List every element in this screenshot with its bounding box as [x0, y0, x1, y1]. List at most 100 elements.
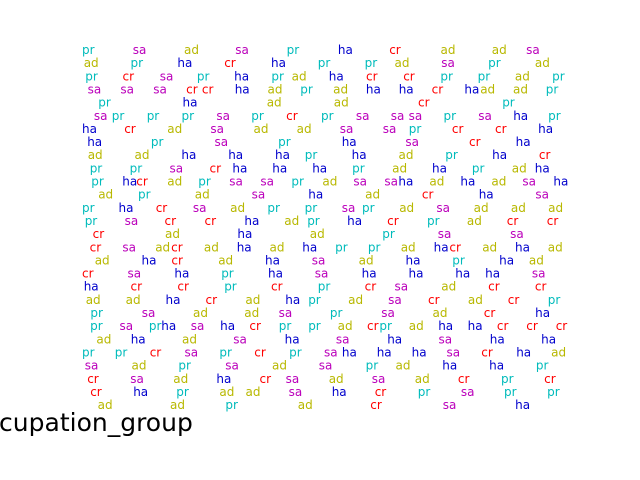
data-point-pr: pr — [178, 359, 191, 373]
data-point-cr: cr — [82, 267, 94, 281]
data-point-cr: cr — [507, 214, 519, 228]
data-point-cr: cr — [495, 122, 507, 136]
data-point-cr: cr — [165, 214, 177, 228]
data-point-pr: pr — [409, 122, 422, 136]
data-point-ad: ad — [184, 43, 199, 57]
data-point-ha: ha — [285, 332, 300, 346]
data-point-sa: sa — [160, 69, 174, 83]
data-point-pr: pr — [444, 109, 457, 123]
data-point-ad: ad — [292, 69, 307, 83]
data-point-sa: sa — [312, 253, 326, 267]
data-point-ad: ad — [322, 175, 337, 189]
data-point-ad: ad — [429, 175, 444, 189]
data-point-pr: pr — [318, 56, 331, 70]
data-point-ad: ad — [182, 332, 197, 346]
data-point-ha: ha — [347, 214, 362, 228]
data-point-pr: pr — [291, 175, 304, 189]
data-point-pr: pr — [548, 293, 561, 307]
data-point-ad: ad — [468, 293, 483, 307]
data-point-ad: ad — [267, 96, 282, 110]
data-point-ha: ha — [131, 332, 146, 346]
data-point-cr: cr — [124, 122, 136, 136]
data-point-cr: cr — [452, 122, 464, 136]
data-point-pr: pr — [440, 69, 453, 83]
data-point-ad: ad — [135, 148, 150, 162]
data-point-cr: cr — [539, 148, 551, 162]
data-point-sa: sa — [319, 359, 333, 373]
data-point-cr: cr — [526, 319, 538, 333]
data-point-cr: cr — [87, 372, 99, 386]
data-point-ha: ha — [237, 227, 252, 241]
data-point-ha: ha — [513, 109, 528, 123]
data-point-ha: ha — [377, 345, 392, 359]
data-point-ha: ha — [342, 135, 357, 149]
data-point-pr: pr — [182, 109, 195, 123]
data-point-pr: pr — [478, 69, 491, 83]
data-point-cr: cr — [366, 69, 378, 83]
data-point-pr: pr — [501, 372, 514, 386]
data-point-sa: sa — [225, 359, 239, 373]
data-point-pr: pr — [300, 83, 313, 97]
data-point-sa: sa — [356, 109, 370, 123]
data-point-ha: ha — [166, 293, 181, 307]
data-point-pr: pr — [251, 109, 264, 123]
data-point-ad: ad — [165, 227, 180, 241]
data-point-pr: pr — [472, 161, 485, 175]
data-point-pr: pr — [198, 175, 211, 189]
data-point-sa: sa — [130, 372, 144, 386]
data-point-sa: sa — [522, 175, 536, 189]
data-point-ad: ad — [245, 293, 260, 307]
data-point-ad: ad — [254, 122, 269, 136]
data-point-cr: cr — [260, 372, 272, 386]
data-point-pr: pr — [488, 56, 501, 70]
data-point-sa: sa — [122, 240, 136, 254]
data-point-sa: sa — [120, 83, 134, 97]
data-point-sa: sa — [210, 122, 224, 136]
data-point-cr: cr — [202, 83, 214, 97]
data-point-ad: ad — [98, 398, 113, 412]
data-point-ha: ha — [177, 56, 192, 70]
data-point-ad: ad — [474, 201, 489, 215]
data-point-ad: ad — [333, 83, 348, 97]
data-point-ha: ha — [412, 345, 427, 359]
data-point-ha: ha — [82, 122, 97, 136]
data-point-pr: pr — [330, 306, 343, 320]
data-point-ha: ha — [490, 332, 505, 346]
data-point-ha: ha — [181, 148, 196, 162]
data-point-ha: ha — [338, 43, 353, 57]
data-point-ad: ad — [268, 83, 283, 97]
data-point-ad: ad — [167, 122, 182, 136]
data-point-ha: ha — [434, 240, 449, 254]
data-point-pr: pr — [366, 359, 379, 373]
data-point-ha: ha — [161, 319, 176, 333]
data-point-sa: sa — [128, 267, 142, 281]
data-point-ha: ha — [479, 188, 494, 202]
data-point-sa: sa — [125, 214, 139, 228]
data-point-sa: sa — [372, 372, 386, 386]
data-point-pr: pr — [546, 83, 559, 97]
data-point-ad: ad — [297, 122, 312, 136]
data-point-pr: pr — [427, 214, 440, 228]
data-point-pr: pr — [149, 319, 162, 333]
data-point-cr: cr — [387, 214, 399, 228]
data-point-ha: ha — [228, 148, 243, 162]
data-point-cr: cr — [90, 240, 102, 254]
data-point-pr: pr — [90, 161, 103, 175]
data-point-pr: pr — [82, 43, 95, 57]
data-point-cr: cr — [123, 69, 135, 83]
data-point-ha: ha — [516, 135, 531, 149]
data-point-ha: ha — [468, 319, 483, 333]
data-point-cr: cr — [90, 385, 102, 399]
data-point-ad: ad — [409, 319, 424, 333]
data-point-ad: ad — [272, 359, 287, 373]
data-point-cr: cr — [286, 109, 298, 123]
data-point-sa: sa — [260, 175, 274, 189]
data-point-ad: ad — [167, 175, 182, 189]
data-point-ad: ad — [155, 240, 170, 254]
data-point-sa: sa — [133, 43, 147, 57]
data-point-ha: ha — [312, 161, 327, 175]
data-point-ha: ha — [541, 332, 556, 346]
data-point-pr: pr — [382, 227, 395, 241]
data-point-ha: ha — [516, 345, 531, 359]
data-point-pr: pr — [289, 345, 302, 359]
